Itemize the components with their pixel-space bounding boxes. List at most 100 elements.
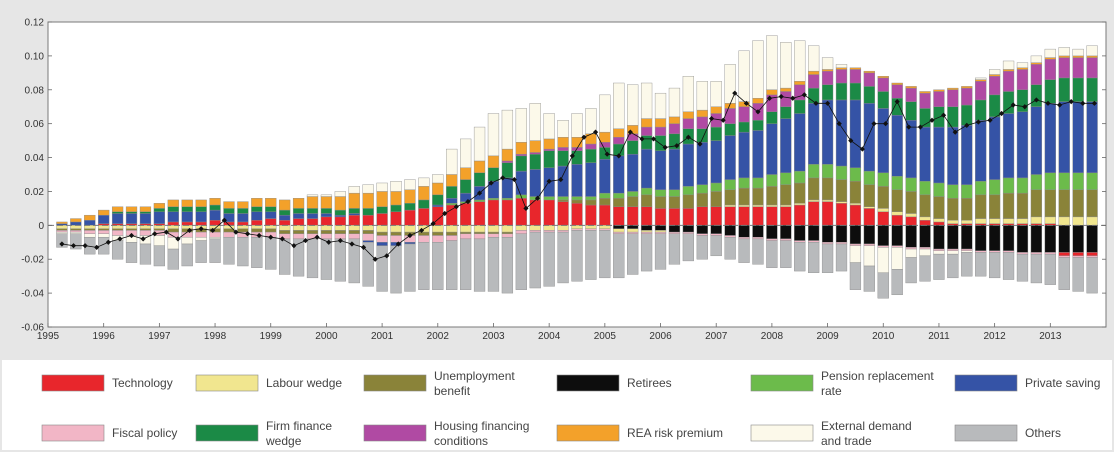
bar-fiscal-policy <box>320 233 333 240</box>
bar-labour-wedge <box>56 225 68 229</box>
bar-labour-wedge <box>933 218 945 223</box>
bar-private-saving <box>696 142 708 185</box>
bar-labour-wedge <box>223 225 235 229</box>
bar-firm-finance-wedge <box>446 186 458 199</box>
bar-fiscal-policy <box>557 230 569 233</box>
bar-labour-wedge <box>362 225 374 231</box>
bar-private-saving <box>627 153 639 192</box>
line-point <box>337 237 343 244</box>
bar-firm-finance-wedge <box>947 106 959 128</box>
bar-pension-replacement-rate <box>446 203 458 206</box>
bar-rea-risk-premium <box>473 160 486 174</box>
bar-technology <box>460 203 472 226</box>
bar-firm-finance-wedge <box>738 121 750 133</box>
bar-others <box>390 245 402 294</box>
bar-fiscal-policy <box>835 242 848 245</box>
bar-rea-risk-premium <box>905 86 917 89</box>
y-axis: 0.12 0.10 0.08 0.06 0.04 0.02 0 -0.02 -0.04 -0.06 <box>21 18 1106 334</box>
bar-rea-risk-premium <box>460 167 472 180</box>
bar-rea-risk-premium <box>794 81 806 85</box>
bar-labour-wedge <box>1030 216 1043 224</box>
bar-others <box>432 242 444 290</box>
bar-private-saving <box>292 213 305 219</box>
y-tick-label: -0.04 <box>21 289 44 300</box>
bar-private-saving <box>1044 103 1056 174</box>
x-tick-label: 2002 <box>427 331 450 342</box>
bar-private-saving <box>1058 101 1070 174</box>
bar-pension-replacement-rate <box>557 196 569 201</box>
bar-others <box>975 252 987 277</box>
bar-housing-financing-conditions <box>835 69 848 84</box>
bar-fiscal-policy <box>654 231 667 235</box>
bar-housing-financing-conditions <box>989 76 1001 96</box>
bar-pension-replacement-rate <box>1030 174 1043 190</box>
bar-pension-replacement-rate <box>682 186 694 196</box>
bar-others <box>780 240 792 268</box>
bar-technology <box>599 204 611 226</box>
bar-rea-risk-premium <box>292 198 305 209</box>
bar-unemployment-benefit <box>808 177 820 201</box>
bar-fiscal-policy <box>1058 255 1070 258</box>
bar-others <box>905 257 917 284</box>
bar-rea-risk-premium <box>153 203 165 209</box>
line-point <box>279 236 285 242</box>
bar-unemployment-benefit <box>821 177 834 201</box>
bar-rea-risk-premium <box>919 91 931 94</box>
bar-retirees <box>919 225 931 248</box>
bar-technology <box>1058 252 1070 257</box>
bar-external-demand-trade <box>98 233 110 238</box>
bar-private-saving <box>306 213 319 219</box>
bar-rea-risk-premium <box>891 82 903 85</box>
bar-firm-finance-wedge <box>237 208 249 214</box>
bar-firm-finance-wedge <box>473 172 486 187</box>
legend-swatch-labour-wedge <box>195 374 259 392</box>
bar-external-demand-trade <box>529 103 541 141</box>
bar-rea-risk-premium <box>418 186 430 201</box>
line-point <box>163 229 169 235</box>
bar-external-demand-trade <box>209 236 221 240</box>
bar-housing-financing-conditions <box>724 108 736 124</box>
line-point <box>326 239 332 245</box>
bar-unemployment-benefit <box>975 194 987 219</box>
bar-fiscal-policy <box>947 248 959 251</box>
x-tick-label: 2009 <box>816 331 839 342</box>
bar-others <box>947 253 959 279</box>
line-point <box>604 151 610 157</box>
bar-private-saving <box>1072 101 1084 174</box>
legend-label-housing-financing-conditions: conditions <box>434 434 488 448</box>
bar-labour-wedge <box>404 225 416 233</box>
bar-rea-risk-premium <box>390 191 402 206</box>
bar-technology <box>473 201 486 226</box>
bar-retirees <box>989 225 1001 251</box>
bar-others <box>251 236 263 268</box>
line-point <box>1091 100 1097 106</box>
bar-retirees <box>1030 225 1043 253</box>
bar-fiscal-policy <box>139 230 152 236</box>
bar-firm-finance-wedge <box>181 206 193 212</box>
bar-unemployment-benefit <box>682 194 694 209</box>
bar-firm-finance-wedge <box>223 208 235 214</box>
bar-fiscal-policy <box>821 242 834 245</box>
bar-retirees <box>766 225 778 240</box>
line-point <box>256 232 262 239</box>
bar-labour-wedge <box>432 225 444 233</box>
bar-technology <box>362 214 374 226</box>
bar-external-demand-trade <box>710 81 722 107</box>
bar-fiscal-policy <box>1002 250 1015 253</box>
bar-pension-replacement-rate <box>877 172 889 187</box>
bar-pension-replacement-rate <box>710 182 722 192</box>
bar-rea-risk-premium <box>404 189 416 204</box>
bar-rea-risk-premium <box>529 140 541 153</box>
bar-others <box>863 265 875 292</box>
bar-unemployment-benefit <box>348 230 360 235</box>
bar-retirees <box>835 225 848 243</box>
bar-technology <box>571 203 583 226</box>
line-point <box>871 121 877 127</box>
bar-unemployment-benefit <box>1002 192 1015 219</box>
bar-unemployment-benefit <box>613 198 625 207</box>
bar-rea-risk-premium <box>710 106 722 114</box>
bar-external-demand-trade <box>362 184 374 194</box>
bar-firm-finance-wedge <box>710 126 722 141</box>
bar-firm-finance-wedge <box>1058 77 1070 102</box>
bar-pension-replacement-rate <box>613 192 625 199</box>
